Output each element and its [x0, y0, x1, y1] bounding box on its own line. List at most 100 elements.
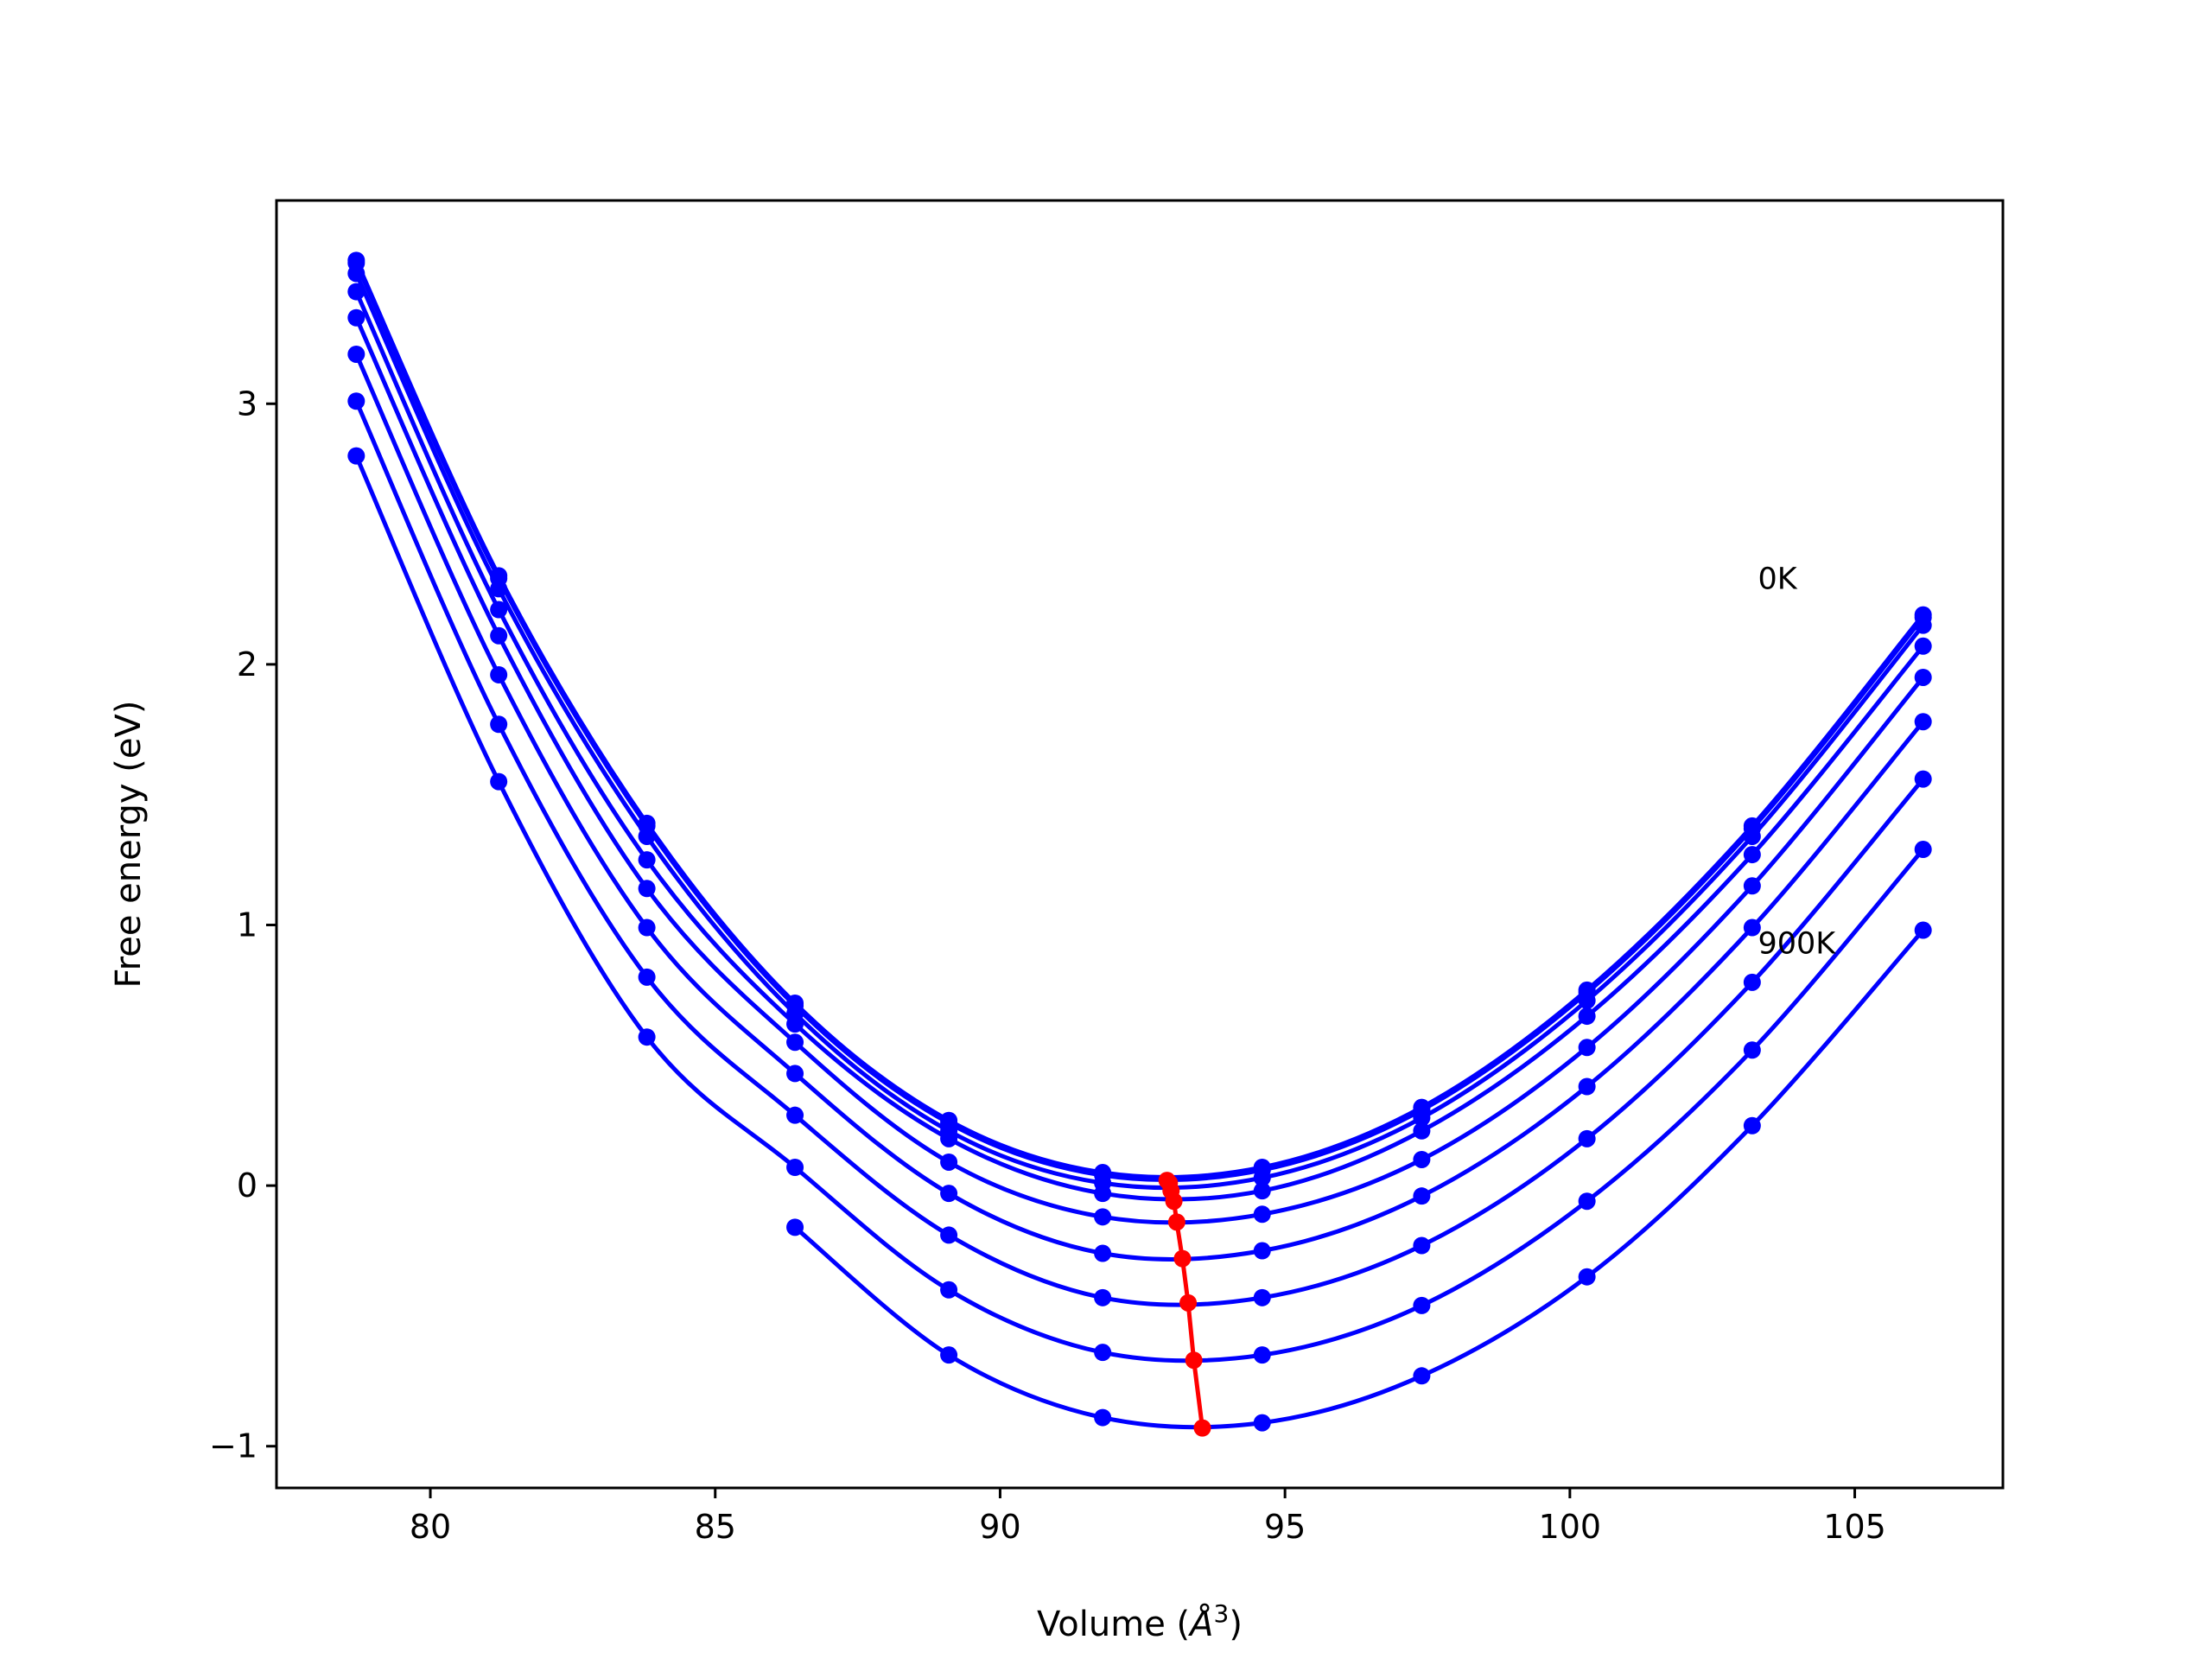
isotherm-series	[347, 345, 1932, 1262]
data-point	[1914, 921, 1932, 939]
data-point	[1413, 1150, 1431, 1168]
temperature-annotation: 0K	[1758, 562, 1797, 596]
minimum-point	[1185, 1351, 1203, 1370]
data-point	[490, 601, 508, 619]
isotherm-series	[347, 392, 1932, 1307]
data-point	[1413, 1236, 1431, 1255]
data-point	[1253, 1346, 1271, 1364]
data-point	[1743, 973, 1761, 991]
data-point	[1914, 841, 1932, 859]
data-point	[786, 1033, 804, 1052]
data-point	[1914, 770, 1932, 788]
data-point	[940, 1226, 958, 1244]
y-tick-label: 2	[237, 645, 257, 683]
x-tick-label: 90	[979, 1508, 1020, 1546]
data-point	[1253, 1288, 1271, 1306]
x-tick-label: 100	[1539, 1508, 1602, 1546]
data-point	[1578, 1192, 1596, 1211]
plot-frame	[275, 199, 2005, 1490]
data-point	[1253, 1414, 1271, 1432]
data-point	[1914, 637, 1932, 655]
data-point	[1413, 1187, 1431, 1205]
annotations: 0K 900K	[1758, 562, 1836, 961]
y-tick-label: 1	[237, 906, 257, 944]
temperature-annotation: 900K	[1758, 927, 1836, 962]
data-point	[1914, 668, 1932, 686]
data-point	[1578, 1007, 1596, 1026]
data-point	[940, 1153, 958, 1171]
data-point	[1578, 1268, 1596, 1286]
data-point	[940, 1281, 958, 1299]
data-point	[1253, 1182, 1271, 1200]
minimum-point	[1167, 1213, 1185, 1231]
data-point	[1743, 846, 1761, 864]
axis-ticks: 80 85 90 95 100 105 −1 0 1 2 3	[209, 385, 1886, 1546]
data-point	[1578, 1039, 1596, 1057]
data-point	[1253, 1169, 1271, 1187]
data-point	[1094, 1288, 1112, 1306]
data-point	[940, 1346, 958, 1364]
data-point	[1253, 1205, 1271, 1224]
data-point	[786, 1159, 804, 1177]
isotherm-line	[354, 400, 1925, 1307]
data-point	[1743, 877, 1761, 895]
data-point	[490, 772, 508, 791]
data-point	[786, 1218, 804, 1236]
isotherm-series	[786, 921, 1932, 1432]
data-point	[786, 1065, 804, 1083]
data-point	[490, 665, 508, 683]
x-tick-label: 85	[695, 1508, 736, 1546]
data-point	[1743, 918, 1761, 937]
isotherm-line	[354, 262, 1925, 1182]
x-tick-label: 95	[1264, 1508, 1306, 1546]
data-point	[490, 715, 508, 734]
data-point	[1914, 713, 1932, 731]
data-point	[940, 1185, 958, 1203]
isotherm-series	[347, 447, 1932, 1364]
data-point	[638, 1028, 656, 1046]
data-point	[786, 1106, 804, 1124]
data-point	[1413, 1122, 1431, 1140]
data-point	[347, 392, 365, 410]
data-point	[1094, 1185, 1112, 1203]
x-tick-label: 105	[1823, 1508, 1886, 1546]
minimum-trace	[1158, 1172, 1211, 1437]
isotherm-series	[347, 283, 1932, 1203]
data-point	[490, 580, 508, 598]
minimum-point	[1165, 1192, 1183, 1211]
data-point	[638, 968, 656, 986]
isotherm-line	[354, 353, 1925, 1262]
data-point	[940, 1129, 958, 1147]
data-point	[1578, 1129, 1596, 1147]
data-point	[1094, 1344, 1112, 1362]
data-point	[1413, 1367, 1431, 1385]
data-point	[638, 851, 656, 869]
minimum-point	[1193, 1419, 1211, 1437]
y-tick-label: 3	[237, 385, 257, 423]
minimum-point	[1179, 1294, 1198, 1312]
data-point	[1413, 1296, 1431, 1314]
data-point	[786, 1015, 804, 1033]
data-point	[347, 264, 365, 283]
data-point	[1743, 827, 1761, 845]
data-point	[347, 308, 365, 327]
data-point	[490, 626, 508, 645]
data-point	[1578, 1077, 1596, 1096]
data-point	[1743, 1116, 1761, 1135]
y-axis-label: Free energy (eV)	[109, 701, 149, 988]
data-point	[1413, 1109, 1431, 1127]
data-point	[1094, 1408, 1112, 1427]
y-tick-label: −1	[209, 1427, 257, 1465]
data-point	[1094, 1244, 1112, 1262]
x-tick-label: 80	[410, 1508, 451, 1546]
minimum-point	[1173, 1249, 1192, 1268]
data-point	[1743, 1041, 1761, 1059]
data-point	[638, 827, 656, 845]
data-point	[1914, 616, 1932, 634]
data-point	[638, 880, 656, 898]
data-point	[347, 447, 365, 465]
y-tick-label: 0	[237, 1166, 257, 1205]
isotherm-line	[354, 290, 1925, 1202]
